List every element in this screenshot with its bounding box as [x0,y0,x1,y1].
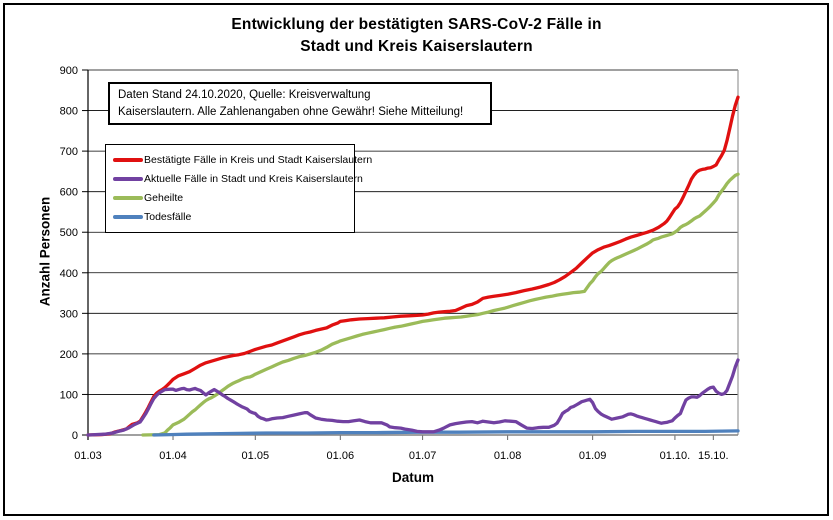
y-tick-label: 600 [60,187,78,199]
y-tick-label: 500 [60,227,78,239]
series-line-1 [86,358,740,437]
legend-line-swatch-purple [113,176,143,181]
y-tick-label: 300 [60,308,78,320]
legend-label: Aktuelle Fälle in Stadt und Kreis Kaiser… [144,172,363,185]
x-tick-label: 01.03 [74,450,102,462]
legend-label: Geheilte [144,191,184,204]
y-tick-label: 0 [72,430,78,442]
legend-label: Todesfälle [144,210,192,223]
legend-item-bestaetigte-faelle: Bestätigte Fälle in Kreis und Stadt Kais… [113,150,372,169]
y-tick-label: 800 [60,106,78,118]
data-source-note-line2: Kaiserslautern. Alle Zahlenangaben ohne … [118,105,464,118]
series-line-2 [141,172,740,437]
data-source-note-line1: Daten Stand 24.10.2020, Quelle: Kreisver… [118,89,371,101]
chart-title-line2: Stadt und Kreis Kaiserslautern [300,38,533,56]
chart-title-line1: Entwicklung der bestätigten SARS-CoV-2 F… [231,16,602,33]
y-tick-label: 900 [60,65,78,77]
x-tick-label: 01.07 [409,450,437,462]
legend-label: Bestätigte Fälle in Kreis und Stadt Kais… [144,153,373,166]
x-tick-label: 01.04 [159,450,187,462]
x-tick-label: 01.09 [579,450,607,462]
chart-legend: Bestätigte Fälle in Kreis und Stadt Kais… [105,144,372,233]
x-tick-label: 01.08 [494,450,522,462]
x-tick-label: 01.06 [327,450,355,462]
x-tick-label: 01.05 [242,450,270,462]
legend-line-swatch-red [113,157,143,162]
x-tick-label: 15.10. [698,450,729,462]
legend-line-swatch-blue [113,214,143,219]
series-line-0 [86,95,740,437]
y-tick-label: 100 [60,389,78,401]
legend-item-todesfaelle: Todesfälle [113,207,354,226]
y-tick-label: 400 [60,268,78,280]
data-source-note: Daten Stand 24.10.2020, Quelle: Kreisver… [108,82,492,125]
legend-line-swatch-green [113,195,143,200]
y-tick-label: 200 [60,349,78,361]
x-tick-label: 01.10. [660,450,691,462]
legend-item-aktuelle-faelle: Aktuelle Fälle in Stadt und Kreis Kaiser… [113,169,363,188]
x-axis-title: Datum [391,470,434,485]
chart-title: Entwicklung der bestätigten SARS-CoV-2 F… [0,14,833,59]
legend-item-geheilte: Geheilte [113,188,354,207]
y-axis-title: Anzahl Personen [37,196,53,307]
series-line-3 [152,429,740,437]
y-tick-label: 700 [60,146,78,158]
